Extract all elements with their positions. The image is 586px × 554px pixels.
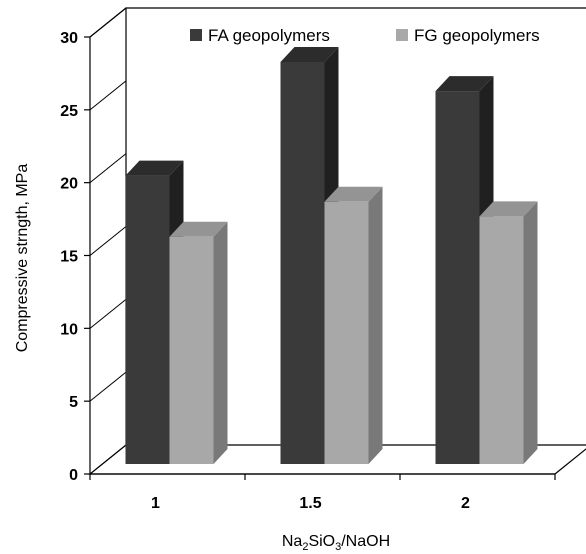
bars: [125, 46, 538, 465]
bar-top: [125, 160, 184, 176]
x-tick-label: 1: [151, 495, 160, 512]
bar-side: [523, 201, 538, 464]
y-tick-depth: [89, 371, 127, 402]
y-tick-label: 30: [60, 30, 78, 47]
y-tick-depth: [89, 153, 127, 184]
x-axis-title: Na2SiO3/NaOH: [282, 533, 390, 553]
y-axis-title: Compressive strngth, MPa: [14, 164, 31, 353]
legend-label-fa: FA geopolymers: [208, 26, 330, 45]
bar-side: [368, 186, 383, 465]
y-tick-depth: [89, 444, 127, 475]
bar-side: [213, 221, 228, 464]
y-tick-depth: [89, 7, 127, 38]
x-axis-title-subscript: 2: [302, 541, 308, 553]
y-tick-label: 15: [60, 249, 78, 266]
bar-top: [479, 201, 538, 217]
x-axis-title-part: Na: [282, 533, 303, 550]
bar: [169, 236, 214, 464]
legend-swatch-fg: [396, 29, 408, 41]
y-tick-depth: [89, 298, 127, 329]
legend-swatch-fa: [190, 29, 202, 41]
bar: [324, 201, 369, 465]
bar: [435, 91, 480, 465]
bar-top: [280, 46, 339, 62]
bar-top: [435, 76, 494, 92]
bar-top: [324, 186, 383, 202]
y-tick-label: 5: [69, 394, 78, 411]
y-axis: 0 5 10 15 20 25 30: [60, 7, 127, 484]
bar: [479, 216, 524, 464]
x-axis-title-part: /NaOH: [341, 533, 390, 550]
bar-top: [169, 221, 228, 237]
y-tick-label: 10: [60, 321, 78, 338]
bar: [280, 61, 325, 465]
x-axis-title-subscript: 3: [335, 541, 341, 553]
y-tick-depth: [89, 226, 127, 256]
x-axis-title-part: SiO: [308, 533, 335, 550]
y-tick-label: 0: [69, 467, 78, 484]
legend-label-fg: FG geopolymers: [414, 26, 540, 45]
x-axis: 1 1.5 2: [89, 474, 556, 512]
y-tick-depth: [89, 80, 127, 111]
y-tick-label: 25: [60, 103, 78, 120]
legend: FA geopolymers FG geopolymers: [190, 26, 540, 45]
bar: [125, 175, 170, 464]
y-tick-label: 20: [60, 176, 78, 193]
x-tick-label: 1.5: [299, 495, 321, 512]
x-tick-label: 2: [461, 495, 470, 512]
